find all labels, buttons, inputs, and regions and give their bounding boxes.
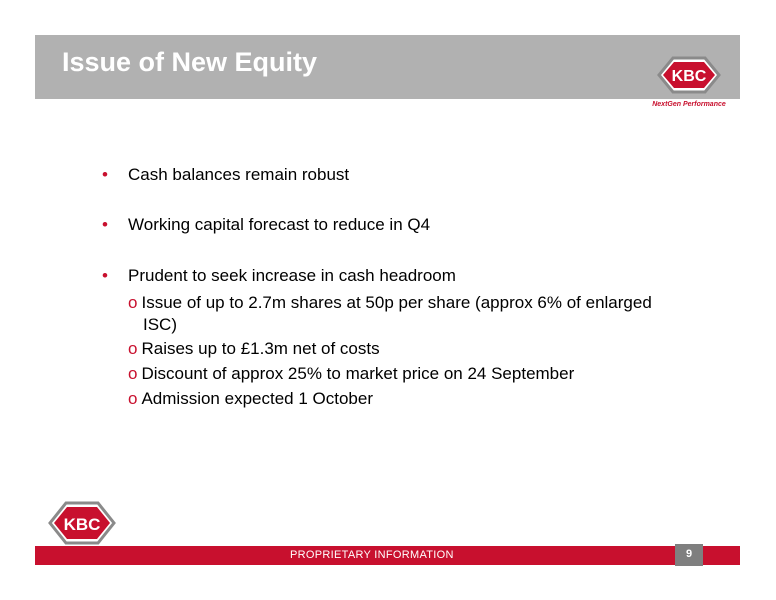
bullet-dot: • — [102, 215, 108, 234]
kbc-logo-icon: KBC NextGen Performance — [652, 56, 726, 108]
logo-text: KBC — [64, 515, 101, 534]
bullet-text: Cash balances remain robust — [128, 165, 350, 184]
bullet-item: • Prudent to seek increase in cash headr… — [102, 266, 456, 286]
kbc-logo-bottom: KBC NextGen Performance — [44, 500, 132, 560]
bullet-dot: • — [102, 165, 108, 184]
kbc-logo-top: KBC NextGen Performance — [648, 55, 730, 113]
sub-bullet-text: Issue of up to 2.7m shares at 50p per sh… — [141, 293, 652, 312]
footer-label: PROPRIETARY INFORMATION — [290, 549, 454, 561]
bullet-text: Prudent to seek increase in cash headroo… — [128, 266, 456, 285]
bullet-item: • Cash balances remain robust — [102, 165, 350, 185]
sub-bullet-marker: o — [128, 339, 138, 358]
sub-bullet-marker: o — [128, 293, 138, 312]
sub-bullet-text: Discount of approx 25% to market price o… — [141, 364, 575, 383]
bullet-text: Working capital forecast to reduce in Q4 — [128, 215, 431, 234]
sub-bullet-marker: o — [128, 364, 138, 383]
sub-bullet-text: ISC) — [143, 315, 177, 334]
page-number-box: 9 — [675, 544, 703, 566]
slide-title: Issue of New Equity — [62, 47, 318, 77]
sub-bullet-text: Raises up to £1.3m net of costs — [141, 339, 380, 358]
title-bar: Issue of New Equity — [35, 35, 740, 99]
sub-bullet-text: Admission expected 1 October — [141, 389, 373, 408]
footer-bar — [35, 546, 740, 565]
logo-tagline: NextGen Performance — [652, 101, 726, 108]
logo-text: KBC — [672, 68, 707, 85]
sub-bullet-continuation: ISC) — [143, 314, 177, 336]
sub-bullet-item: o Raises up to £1.3m net of costs — [128, 338, 380, 360]
sub-bullet-item: o Admission expected 1 October — [128, 388, 373, 410]
bullet-item: • Working capital forecast to reduce in … — [102, 215, 431, 235]
bullet-dot: • — [102, 266, 108, 285]
sub-bullet-item: o Discount of approx 25% to market price … — [128, 363, 574, 385]
sub-bullet-item: o Issue of up to 2.7m shares at 50p per s… — [128, 292, 652, 314]
sub-bullet-marker: o — [128, 389, 138, 408]
kbc-logo-icon: KBC NextGen Performance — [48, 501, 116, 555]
page-number: 9 — [685, 548, 693, 560]
